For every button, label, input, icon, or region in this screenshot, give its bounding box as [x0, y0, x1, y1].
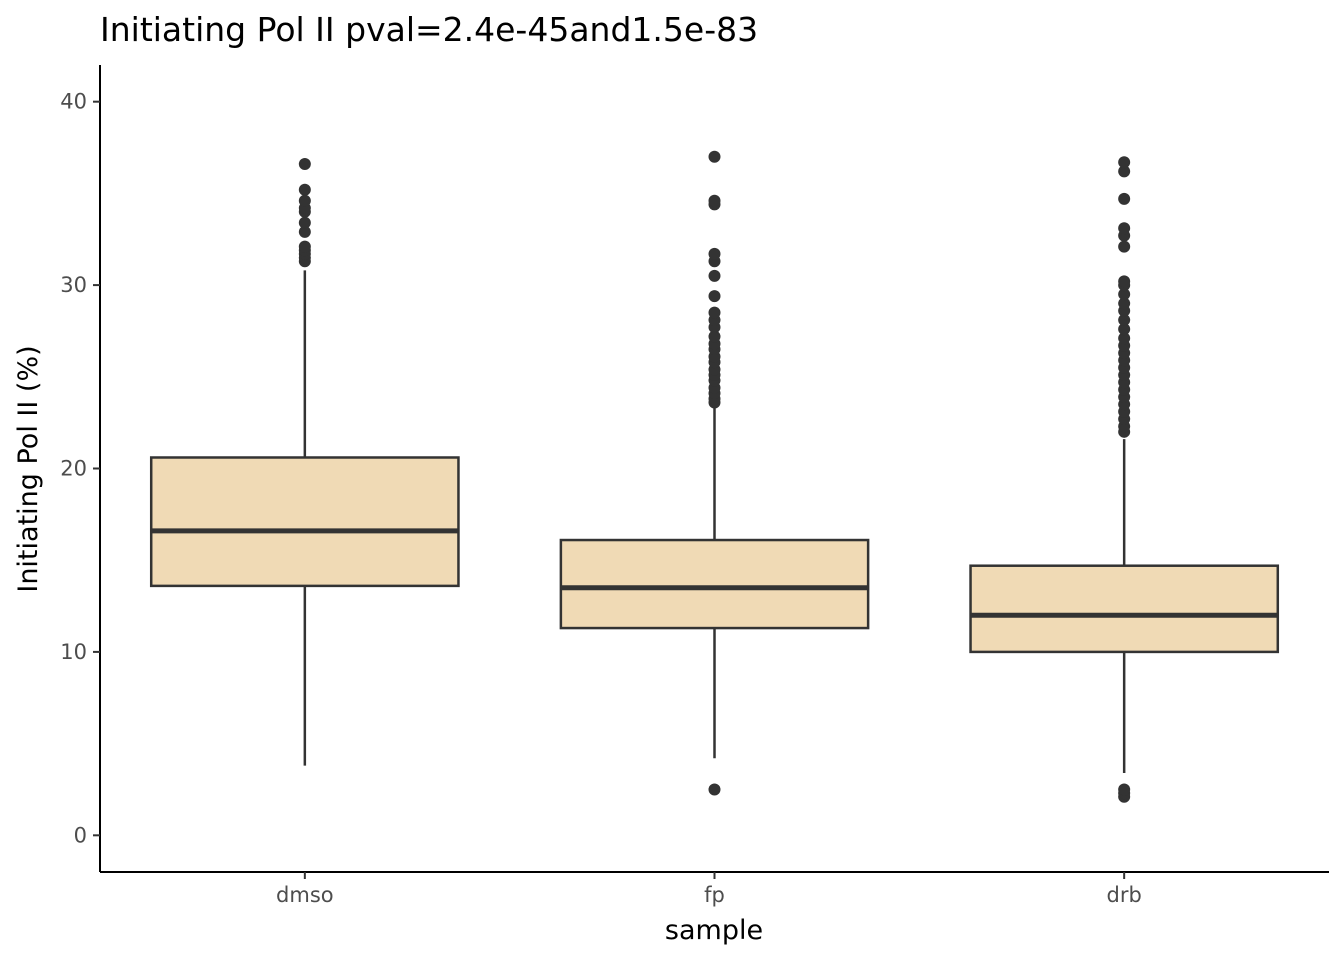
y-tick-label: 40 — [60, 90, 87, 114]
outlier-point — [708, 290, 721, 303]
outlier-point — [1118, 192, 1131, 205]
outlier-point — [1118, 313, 1131, 326]
y-tick-label: 10 — [60, 640, 87, 664]
outlier-point — [1118, 783, 1131, 796]
outlier-point — [1118, 297, 1131, 310]
axes: 0 10 20 30 40 dmso fp drb — [60, 65, 1329, 907]
y-tick-label: 0 — [74, 823, 87, 847]
outlier-point — [298, 158, 311, 171]
box-iqr — [149, 456, 460, 588]
x-tick-label-dmso: dmso — [276, 883, 334, 907]
x-tick-label-drb: drb — [1107, 883, 1142, 907]
chart-title: Initiating Pol II pval=2.4e-45and1.5e-83 — [100, 10, 758, 49]
y-tick-label: 30 — [60, 273, 87, 297]
outlier-point — [1118, 156, 1131, 169]
outlier-point — [708, 194, 721, 207]
box-group-dmso — [149, 158, 460, 766]
outlier-point — [298, 225, 311, 238]
outlier-point — [1118, 323, 1131, 336]
outlier-point — [1118, 240, 1131, 253]
outlier-point — [1118, 332, 1131, 345]
outlier-point — [1118, 275, 1131, 288]
outlier-point — [298, 183, 311, 196]
outlier-point — [1118, 165, 1131, 178]
outlier-point — [1118, 222, 1131, 235]
outlier-point — [1118, 288, 1131, 301]
outlier-point — [708, 330, 721, 343]
outlier-point — [298, 194, 311, 207]
box-group-fp — [559, 150, 870, 796]
outlier-point — [708, 306, 721, 319]
outlier-point — [708, 783, 721, 796]
outlier-point — [708, 150, 721, 163]
x-tick-label-fp: fp — [704, 883, 725, 907]
plot-area — [149, 150, 1280, 803]
box-iqr — [969, 564, 1280, 654]
box-iqr — [559, 538, 870, 630]
y-tick-label: 20 — [60, 457, 87, 481]
outlier-point — [708, 247, 721, 260]
outlier-point — [708, 269, 721, 282]
x-axis-title: sample — [665, 915, 763, 946]
outlier-point — [298, 240, 311, 253]
y-axis-title: Initiating Pol II (%) — [13, 345, 44, 592]
outlier-point — [298, 216, 311, 229]
box-group-drb — [969, 156, 1280, 803]
